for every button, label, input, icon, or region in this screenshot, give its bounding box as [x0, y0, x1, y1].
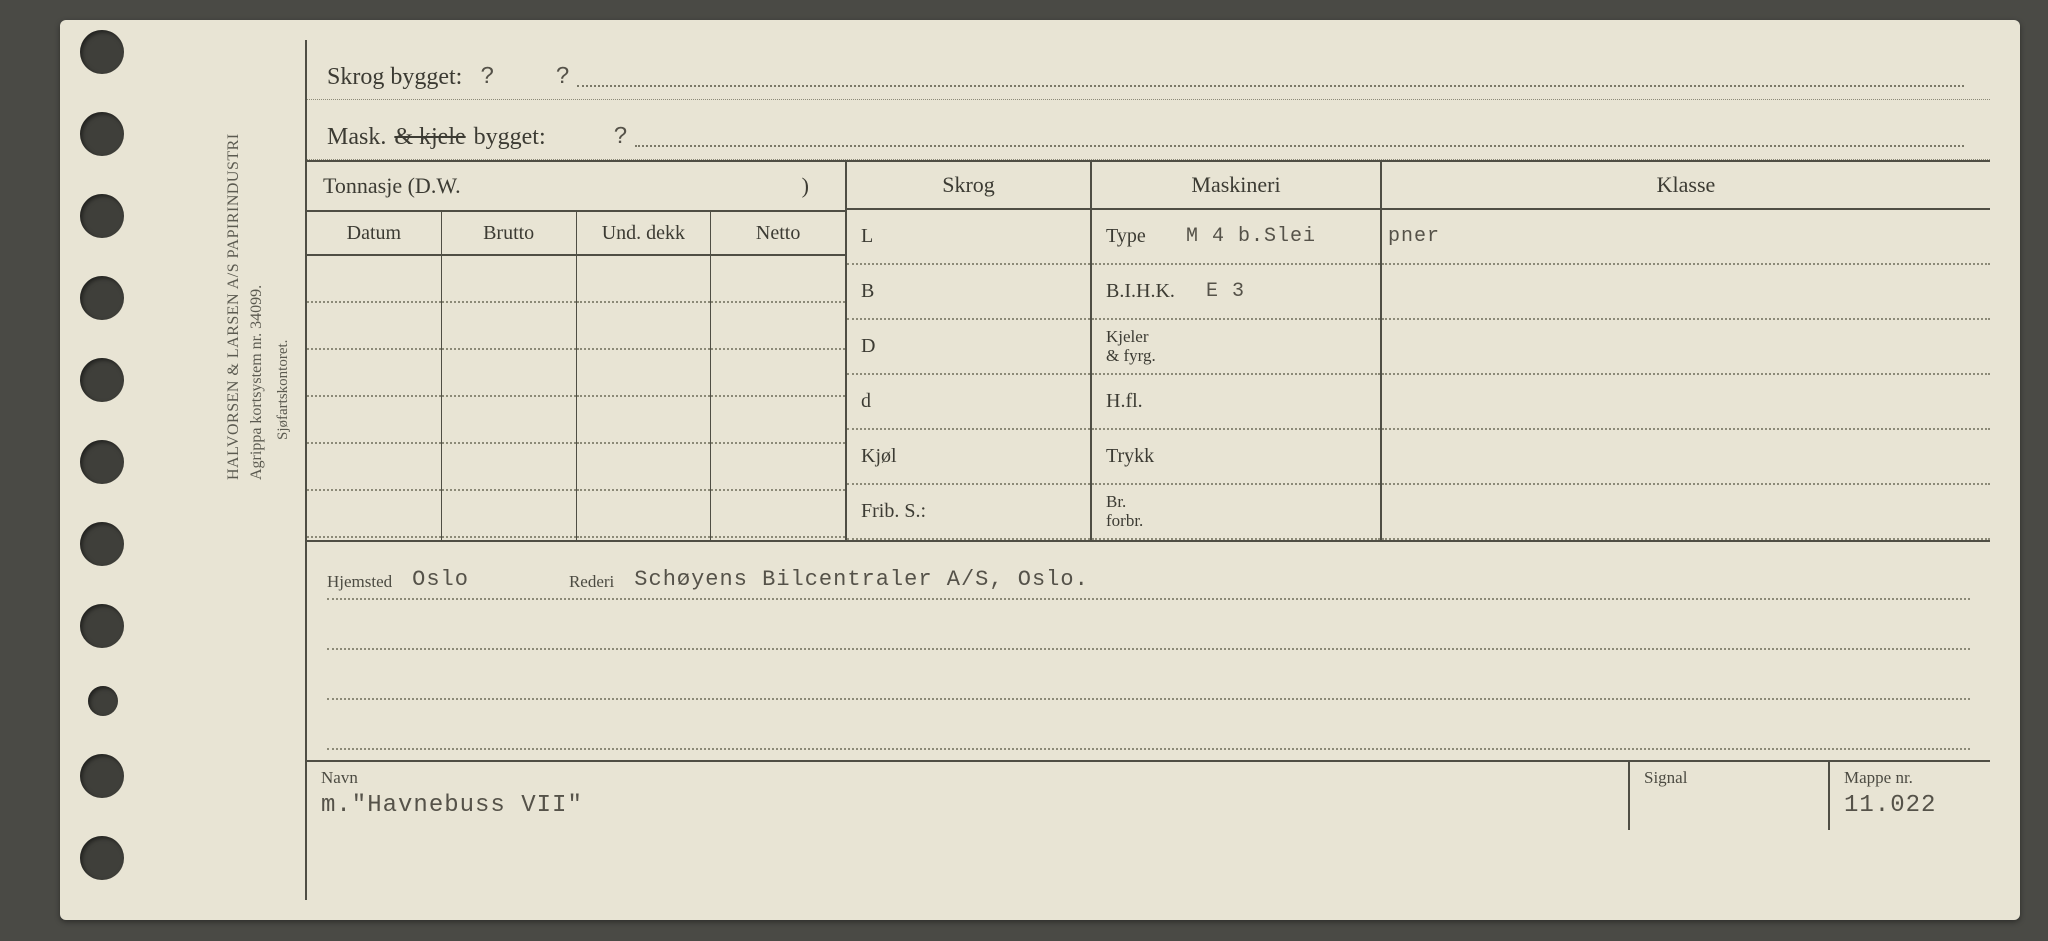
skrog-bygget-val-2: ? [556, 64, 571, 91]
mask-k-hfl: H.fl. [1106, 390, 1186, 413]
mask-val: ? [614, 124, 629, 151]
col-brutto: Brutto [442, 212, 577, 254]
footer-mappe: Mappe nr. 11.022 [1830, 762, 1990, 830]
mask-k-trykk: Trykk [1106, 445, 1186, 468]
footer-signal: Signal [1630, 762, 1830, 830]
mask-label-strike: & kjele [394, 124, 465, 151]
below-section: Hjemsted Oslo Rederi Schøyens Bilcentral… [307, 540, 1990, 760]
navn-label: Navn [321, 768, 358, 787]
skrog-section: Skrog L B D d Kjøl Frib. S.: [847, 162, 1092, 540]
blank-line [327, 600, 1970, 650]
mask-label-post: bygget: [474, 124, 546, 151]
blank-line [327, 650, 1970, 700]
dotted-fill [635, 145, 1964, 147]
printer-line-3: Sjøfartskontoret. [275, 340, 292, 440]
punch-hole-icon [80, 522, 124, 566]
punch-hole-icon [80, 30, 124, 74]
footer-navn: Navn m."Havnebuss VII" [307, 762, 1630, 830]
blank-line [327, 700, 1970, 750]
content-area: Skrog bygget: ? ? Mask. & kjele bygget: … [305, 40, 1990, 900]
signal-label: Signal [1644, 768, 1687, 787]
klasse-header: Klasse [1382, 162, 1990, 210]
skrog-k-D: D [861, 335, 941, 358]
index-card: HALVORSEN & LARSEN A/S PAPIRINDUSTRI Agr… [60, 20, 2020, 920]
tonnage-rows [307, 256, 845, 540]
rederi-value: Schøyens Bilcentraler A/S, Oslo. [634, 567, 1088, 592]
card-wrapper: HALVORSEN & LARSEN A/S PAPIRINDUSTRI Agr… [0, 0, 2048, 941]
punch-hole-icon [80, 112, 124, 156]
klasse-overflow-type: pner [1388, 225, 1440, 248]
footer-row: Navn m."Havnebuss VII" Signal Mappe nr. … [307, 760, 1990, 830]
mask-v-bihk: E 3 [1206, 280, 1366, 303]
punch-hole-icon [80, 836, 124, 880]
skrog-k-frib: Frib. S.: [861, 500, 971, 523]
hjemsted-value: Oslo [412, 567, 469, 592]
col-unddekk: Und. dekk [577, 212, 712, 254]
maskineri-header: Maskineri [1092, 162, 1380, 210]
tonnage-section: Tonnasje (D.W. ) Datum Brutto Und. dekk … [307, 162, 847, 540]
tonnage-header-text: Tonnasje (D.W. [323, 173, 461, 199]
skrog-bygget-label: Skrog bygget: [327, 64, 462, 91]
punch-hole-icon [80, 754, 124, 798]
tonnage-subheader: Datum Brutto Und. dekk Netto [307, 212, 845, 256]
col-netto: Netto [711, 212, 845, 254]
mask-k-br: Br. forbr. [1106, 493, 1186, 530]
hjemsted-rederi-line: Hjemsted Oslo Rederi Schøyens Bilcentral… [327, 550, 1970, 600]
klasse-section: Klasse pner [1382, 162, 1990, 540]
mask-k-kjeler: Kjeler & fyrg. [1106, 328, 1186, 365]
mask-label-pre: Mask. [327, 124, 386, 151]
skrog-k-kjol: Kjøl [861, 445, 941, 468]
tonnage-header-close: ) [802, 173, 809, 199]
hjemsted-label: Hjemsted [327, 572, 392, 592]
main-band: Tonnasje (D.W. ) Datum Brutto Und. dekk … [307, 160, 1990, 540]
punch-hole-icon [80, 440, 124, 484]
punch-hole-icon [80, 194, 124, 238]
maskineri-section: Maskineri TypeM 4 b.Slei B.I.H.K.E 3 Kje… [1092, 162, 1382, 540]
printer-line-1: HALVORSEN & LARSEN A/S PAPIRINDUSTRI [225, 0, 243, 480]
skrog-k-L: L [861, 225, 941, 248]
skrog-k-B: B [861, 280, 941, 303]
printer-line-2: Agrippa kortsystem nr. 34099. [248, 0, 266, 480]
punch-hole-icon [80, 276, 124, 320]
row-skrog-bygget: Skrog bygget: ? ? [307, 40, 1990, 100]
punch-hole-icon [88, 686, 118, 716]
mask-v-type: M 4 b.Slei [1186, 225, 1366, 248]
col-datum: Datum [307, 212, 442, 254]
tonnage-header: Tonnasje (D.W. ) [307, 162, 845, 212]
rederi-label: Rederi [569, 572, 614, 592]
punch-hole-icon [80, 604, 124, 648]
skrog-k-d: d [861, 390, 941, 413]
punch-holes [80, 30, 140, 910]
navn-value: m."Havnebuss VII" [321, 792, 1614, 819]
dotted-fill [577, 85, 1964, 87]
mappe-label: Mappe nr. [1844, 768, 1913, 787]
punch-hole-icon [80, 358, 124, 402]
skrog-header: Skrog [847, 162, 1090, 210]
mask-k-bihk: B.I.H.K. [1106, 280, 1206, 303]
row-mask-bygget: Mask. & kjele bygget: ? [307, 100, 1990, 160]
skrog-bygget-val-1: ? [480, 64, 495, 91]
mask-k-type: Type [1106, 225, 1186, 248]
mappe-value: 11.022 [1844, 792, 1976, 819]
